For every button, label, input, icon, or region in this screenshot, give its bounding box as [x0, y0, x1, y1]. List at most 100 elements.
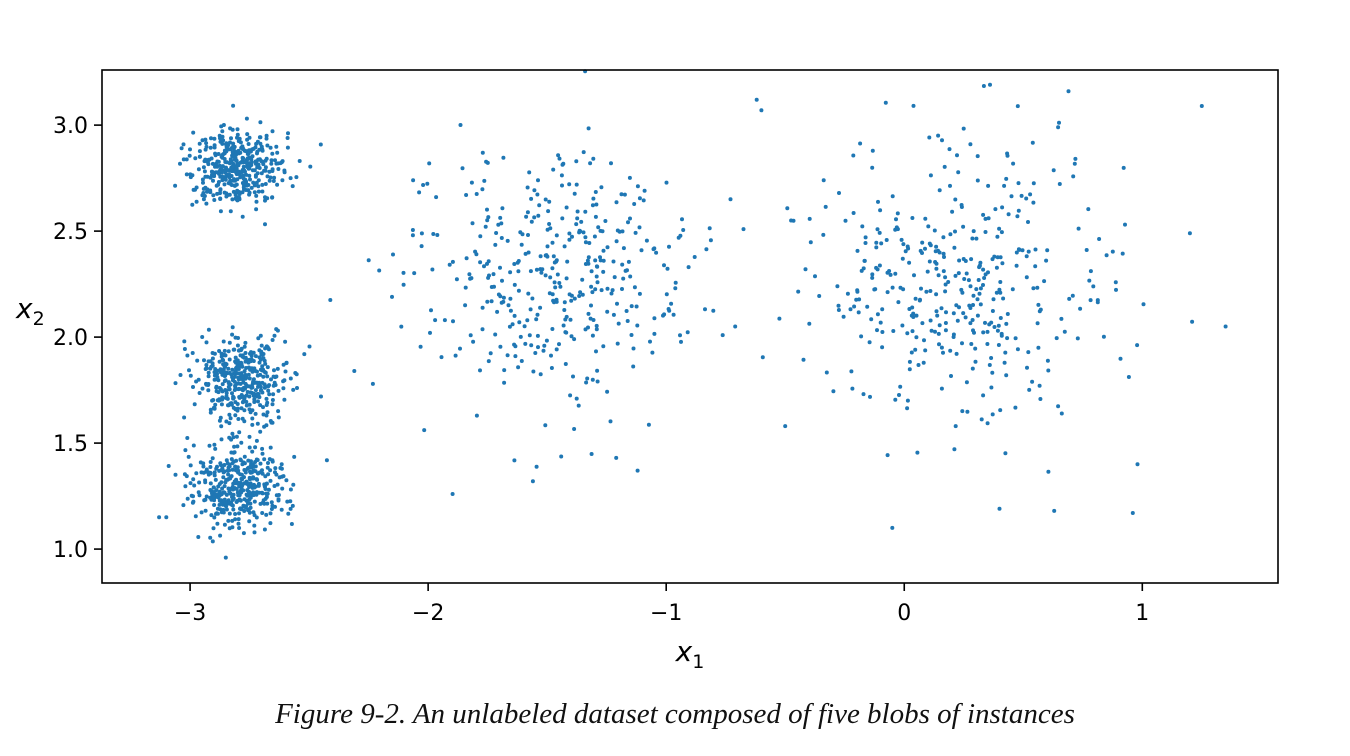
data-point	[219, 166, 224, 171]
data-point	[673, 280, 678, 285]
y-axis-label-subscript: 2	[33, 308, 45, 330]
data-point	[508, 270, 513, 275]
data-point	[243, 159, 247, 164]
data-point	[236, 163, 241, 168]
data-point	[279, 474, 284, 479]
data-point	[966, 278, 971, 283]
data-point	[610, 288, 615, 293]
data-point	[1011, 161, 1016, 166]
data-point	[236, 381, 240, 386]
data-point	[182, 415, 187, 420]
data-point	[614, 200, 619, 205]
data-point	[458, 346, 462, 351]
data-point	[263, 346, 268, 351]
data-point	[1038, 307, 1043, 312]
data-point	[977, 291, 982, 296]
data-point	[550, 240, 555, 245]
data-point	[241, 164, 246, 169]
data-point	[252, 499, 257, 504]
data-point	[231, 496, 236, 501]
data-point	[240, 483, 245, 488]
data-point	[290, 503, 295, 508]
data-point	[269, 500, 274, 505]
data-point	[284, 478, 289, 483]
data-point	[245, 132, 250, 137]
data-point	[247, 173, 252, 178]
data-point	[324, 458, 329, 463]
data-point	[192, 402, 197, 407]
data-point	[542, 343, 547, 348]
data-point	[249, 366, 254, 371]
data-point	[227, 357, 232, 362]
data-point	[821, 178, 826, 183]
data-point	[1110, 249, 1115, 254]
data-point	[526, 250, 531, 255]
data-point	[257, 135, 262, 140]
data-point	[271, 179, 276, 183]
data-point	[184, 172, 189, 177]
data-point	[239, 486, 244, 491]
data-point	[1009, 194, 1014, 199]
data-point	[936, 273, 941, 278]
data-point	[999, 230, 1004, 235]
data-point	[222, 522, 227, 527]
data-point	[212, 470, 217, 475]
data-point	[192, 483, 197, 488]
data-point	[907, 260, 912, 265]
data-point	[1006, 212, 1011, 217]
data-point	[512, 262, 517, 266]
data-point	[257, 382, 262, 387]
data-point	[212, 351, 217, 356]
data-point	[999, 331, 1004, 336]
data-point	[937, 250, 942, 255]
data-point	[230, 467, 235, 472]
data-point	[182, 347, 187, 351]
data-point	[898, 285, 903, 290]
data-point	[671, 312, 676, 317]
data-point	[824, 370, 829, 375]
data-point	[869, 317, 874, 322]
data-point	[220, 396, 225, 401]
data-point	[231, 141, 236, 146]
data-point	[968, 284, 973, 289]
data-point	[212, 503, 217, 507]
data-point	[223, 353, 228, 358]
data-point	[164, 515, 169, 520]
data-point	[219, 124, 224, 129]
data-point	[434, 195, 439, 200]
data-point	[284, 361, 289, 366]
data-point	[221, 138, 226, 143]
data-point	[856, 310, 861, 315]
data-point	[983, 216, 988, 221]
data-point	[251, 468, 256, 473]
data-point	[1037, 383, 1042, 388]
data-point	[265, 143, 270, 148]
data-point	[942, 255, 946, 259]
data-point	[885, 290, 890, 295]
data-point	[238, 150, 243, 155]
data-point	[533, 351, 538, 355]
data-point	[611, 312, 616, 317]
data-point	[294, 372, 299, 377]
data-point	[212, 143, 217, 148]
data-point	[218, 533, 223, 538]
data-point	[173, 381, 178, 386]
data-point	[941, 269, 946, 274]
data-point	[922, 338, 926, 343]
data-point	[260, 352, 265, 357]
data-point	[230, 197, 235, 202]
data-point	[259, 144, 264, 149]
data-point	[890, 525, 895, 530]
data-point	[567, 237, 572, 242]
data-point	[203, 137, 208, 142]
data-point	[635, 323, 640, 328]
data-point	[282, 397, 287, 402]
data-point	[196, 167, 201, 172]
data-point	[538, 305, 543, 310]
data-point	[635, 184, 640, 189]
data-point	[234, 158, 239, 163]
data-point	[910, 329, 915, 334]
data-point	[637, 225, 642, 230]
data-point	[568, 317, 573, 322]
data-point	[285, 136, 290, 140]
